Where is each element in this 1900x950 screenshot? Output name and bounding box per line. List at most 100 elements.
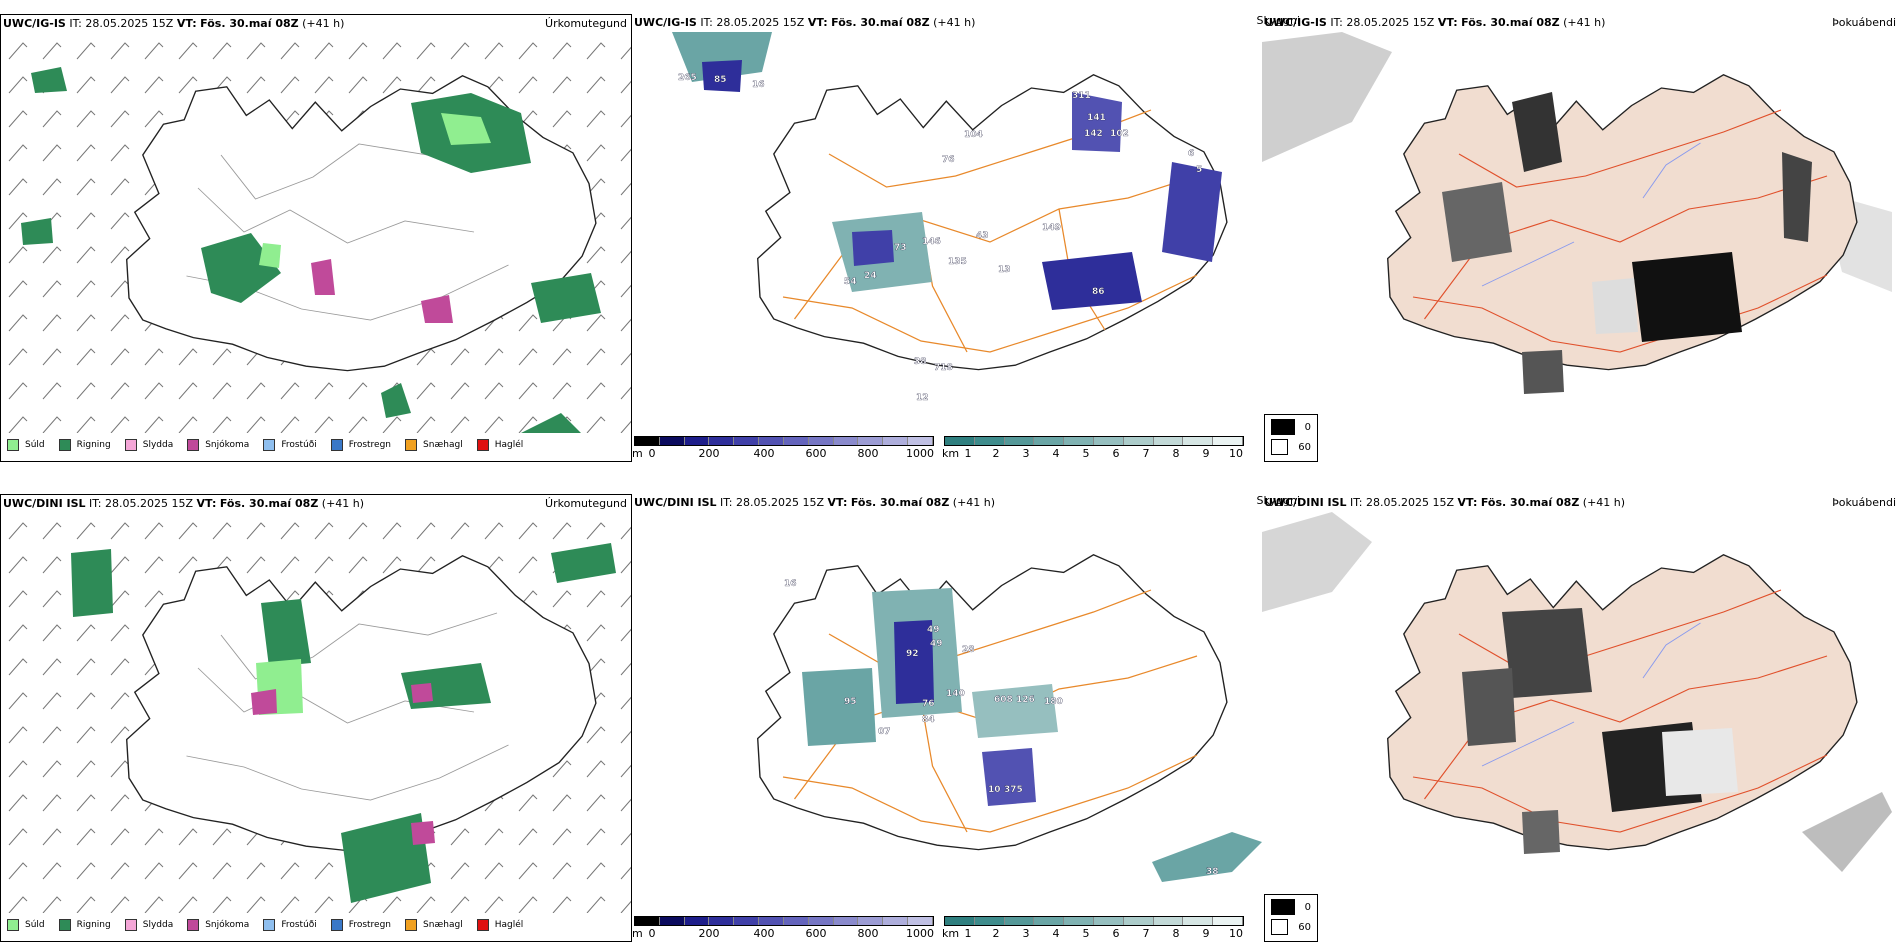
swatch-snaehagl bbox=[405, 919, 418, 931]
panel-type-label: Skyggni bbox=[1256, 494, 1300, 507]
panel-type-label: Úrkomutegund bbox=[545, 17, 627, 30]
km-tick-label: 2 bbox=[992, 447, 1000, 460]
fog-swatch-60 bbox=[1271, 919, 1289, 935]
legend-item-snaehagl: Snæhagl bbox=[405, 439, 463, 451]
km-tick-label: 7 bbox=[1142, 927, 1150, 940]
fog-panel-2: UWC/DINI ISL IT: 28.05.2025 15Z VT: Fös.… bbox=[1262, 494, 1900, 942]
visibility-km-scale: km 1 2 3 4 5 6 7 8 9 10 bbox=[942, 916, 1244, 944]
m-tick-label: 0 bbox=[648, 447, 656, 460]
visibility-panel-1: UWC/IG-IS IT: 28.05.2025 15Z VT: Fös. 30… bbox=[632, 14, 1300, 464]
legend-item-slydda: Slydda bbox=[124, 439, 173, 451]
vis-label: 140 bbox=[946, 689, 965, 699]
vis-label: 718 bbox=[934, 363, 953, 373]
km-tick-label: 8 bbox=[1172, 927, 1180, 940]
legend-item-hagl: Haglél bbox=[476, 439, 523, 451]
visibility-km-scale: km 1 2 3 4 5 6 7 8 9 10 bbox=[942, 436, 1244, 464]
vis-label: 16 bbox=[784, 579, 797, 589]
swatch-frostudi bbox=[263, 439, 276, 451]
legend-item-sudd: Súld bbox=[7, 919, 45, 931]
swatch-frostudi bbox=[263, 919, 276, 931]
vis-label: 146 bbox=[922, 237, 941, 247]
fog-swatch-0 bbox=[1271, 419, 1295, 435]
m-tick-label: 1000 bbox=[906, 447, 934, 460]
vis-label: 16 bbox=[752, 80, 765, 90]
legend-item-hagl: Haglél bbox=[476, 919, 523, 931]
m-tick-label: 200 bbox=[698, 447, 720, 460]
vis-label: 142 bbox=[1084, 129, 1103, 139]
precip-map bbox=[1, 33, 631, 433]
m-tick-label: 600 bbox=[805, 447, 827, 460]
vis-label: 12 bbox=[916, 393, 929, 403]
legend-item-snjokoma: Snjókoma bbox=[187, 439, 249, 451]
precip-blobs bbox=[71, 543, 616, 903]
vis-label: 608 bbox=[994, 695, 1013, 705]
vis-label: 49 bbox=[930, 639, 943, 649]
legend-item-snjokoma: Snjókoma bbox=[187, 919, 249, 931]
panel-type-label: Þokuábendi bbox=[1832, 496, 1896, 509]
km-tick-label: 5 bbox=[1082, 447, 1090, 460]
panel-title: UWC/IG-IS IT: 28.05.2025 15Z VT: Fös. 30… bbox=[3, 17, 345, 30]
km-tick-label: 10 bbox=[1229, 927, 1243, 940]
visibility-blobs bbox=[802, 588, 1262, 882]
vis-label: 265 bbox=[678, 73, 697, 83]
m-tick-label: 1000 bbox=[906, 927, 934, 940]
swatch-snjokoma bbox=[187, 919, 200, 931]
m-tick-label: 800 bbox=[857, 447, 879, 460]
visibility-m-scale: m 0 200 400 600 800 1000 bbox=[632, 436, 934, 464]
fog-panel-1: UWC/IG-IS IT: 28.05.2025 15Z VT: Fös. 30… bbox=[1262, 14, 1900, 462]
visibility-m-scale: m 0 200 400 600 800 1000 bbox=[632, 916, 934, 944]
panel-type-label: Úrkomutegund bbox=[545, 497, 627, 510]
swatch-rigning bbox=[58, 439, 71, 451]
swatch-slydda bbox=[124, 919, 137, 931]
vis-label: 13 bbox=[998, 265, 1011, 275]
legend-item-frostudi: Frostúði bbox=[263, 439, 317, 451]
precip-type-panel-1: UWC/IG-IS IT: 28.05.2025 15Z VT: Fös. 30… bbox=[0, 14, 632, 462]
panel-type-label: Skyggni bbox=[1256, 14, 1300, 27]
km-unit-label: km bbox=[942, 927, 960, 940]
vis-label: 49 bbox=[927, 625, 940, 635]
vis-label: 24 bbox=[864, 271, 877, 281]
swatch-hagl bbox=[476, 919, 489, 931]
m-tick-label: 800 bbox=[857, 927, 879, 940]
km-tick-label: 5 bbox=[1082, 927, 1090, 940]
legend-item-slydda: Slydda bbox=[124, 919, 173, 931]
visibility-panel-2: UWC/DINI ISL IT: 28.05.2025 15Z VT: Fös.… bbox=[632, 494, 1300, 944]
swatch-hagl bbox=[476, 439, 489, 451]
vis-label: 311 bbox=[1072, 91, 1091, 101]
legend-item-sudd: Súld bbox=[7, 439, 45, 451]
m-tick-label: 0 bbox=[648, 927, 656, 940]
panel-type-label: Þokuábendi bbox=[1832, 16, 1896, 29]
m-tick-label: 400 bbox=[753, 447, 775, 460]
visibility-labels: 16 49 49 92 28 140 608 126 180 95 76 84 … bbox=[784, 579, 1219, 877]
m-unit-label: m bbox=[632, 447, 643, 460]
km-tick-label: 4 bbox=[1052, 447, 1060, 460]
panel-title: UWC/IG-IS IT: 28.05.2025 15Z VT: Fös. 30… bbox=[634, 16, 976, 29]
km-tick-label: 9 bbox=[1202, 927, 1210, 940]
swatch-rigning bbox=[58, 919, 71, 931]
fog-legend: 0 60 bbox=[1264, 414, 1318, 462]
m-tick-label: 200 bbox=[698, 927, 720, 940]
precip-legend: Súld Rigning Slydda Snjókoma Frostúði Fr… bbox=[7, 437, 523, 453]
fog-map bbox=[1262, 512, 1892, 872]
vis-label: 07 bbox=[878, 727, 891, 737]
swatch-sudd bbox=[7, 439, 19, 451]
fog-swatch-0 bbox=[1271, 899, 1295, 915]
vis-label: 5 bbox=[1196, 165, 1202, 175]
visibility-labels: 265 85 16 311 141 142 102 6 5 104 76 73 … bbox=[678, 73, 1203, 403]
km-tick-label: 3 bbox=[1022, 927, 1030, 940]
vis-label: 126 bbox=[1016, 695, 1035, 705]
swatch-snaehagl bbox=[405, 439, 418, 451]
vis-label: 38 bbox=[1206, 867, 1219, 877]
precip-type-panel-2: UWC/DINI ISL IT: 28.05.2025 15Z VT: Fös.… bbox=[0, 494, 632, 942]
legend-item-rigning: Rigning bbox=[58, 439, 111, 451]
swatch-sudd bbox=[7, 919, 19, 931]
vis-label: 375 bbox=[1004, 785, 1023, 795]
panel-title: UWC/IG-IS IT: 28.05.2025 15Z VT: Fös. 30… bbox=[1264, 16, 1606, 29]
legend-item-rigning: Rigning bbox=[58, 919, 111, 931]
visibility-blobs bbox=[672, 32, 1222, 310]
vis-label: 54 bbox=[844, 277, 857, 287]
visibility-map: 16 49 49 92 28 140 608 126 180 95 76 84 … bbox=[757, 554, 1262, 882]
km-tick-label: 10 bbox=[1229, 447, 1243, 460]
km-tick-label: 3 bbox=[1022, 447, 1030, 460]
vis-label: 43 bbox=[976, 231, 989, 241]
